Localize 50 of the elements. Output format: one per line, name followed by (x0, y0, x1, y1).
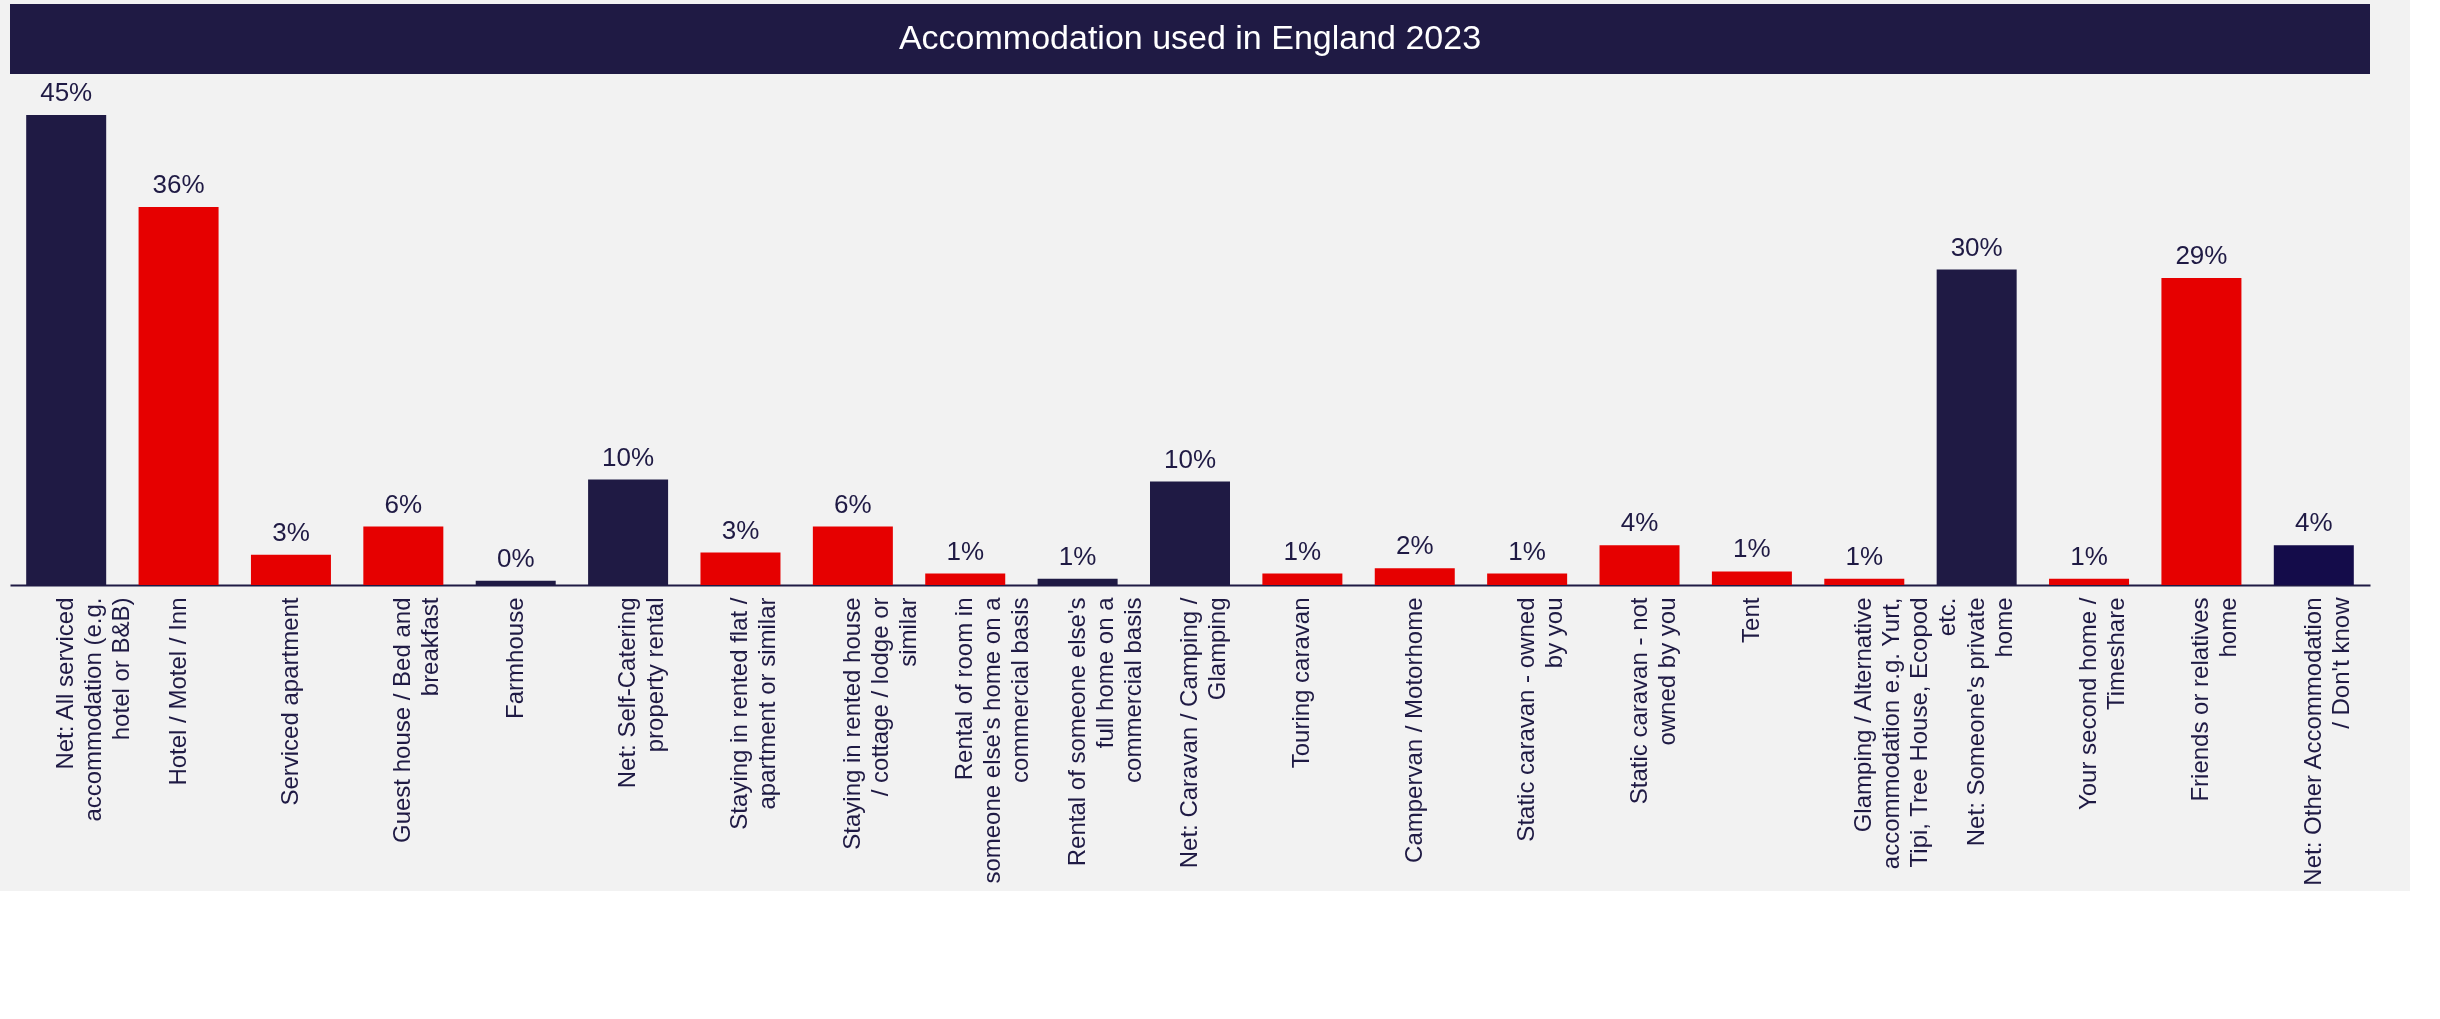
data-label: 2% (1395, 530, 1434, 561)
data-label: 1% (2070, 540, 2108, 571)
data-label: 36% (152, 168, 205, 199)
bar (2049, 578, 2130, 585)
x-tick-label: Friends or relatives home (2186, 597, 2242, 802)
data-label: 6% (834, 488, 872, 519)
bar (250, 554, 331, 585)
x-tick-label: Hotel / Motel / Inn (163, 597, 191, 786)
data-label: 29% (2175, 239, 2228, 270)
bar (1262, 573, 1343, 585)
x-tick-label: Serviced apartment (275, 597, 303, 806)
x-tick-label: Touring caravan (1287, 597, 1315, 769)
bar (812, 526, 893, 585)
data-label: 1% (946, 535, 985, 566)
data-label: 4% (2295, 507, 2333, 538)
data-label: 0% (496, 542, 535, 573)
bar (700, 552, 781, 585)
bar (138, 206, 219, 585)
x-tick-label: Tent (1736, 597, 1764, 643)
x-tick-label: Guest house / Bed and breakfast (388, 597, 444, 844)
data-label: 1% (1508, 535, 1546, 566)
bar (2161, 277, 2242, 585)
x-tick-label: Static caravan - owned by you (1512, 597, 1568, 842)
data-label: 1% (1733, 533, 1771, 564)
bar (925, 573, 1006, 585)
x-tick-label: Glamping / Alternative accommodation e.g. Yurt, Tipi, Tree House, Ecopod etc. (1849, 597, 1961, 870)
data-label: 4% (1620, 507, 1659, 538)
chart-title: Accommodation used in England 2023 (898, 18, 1482, 56)
bar (1487, 573, 1568, 585)
x-tick-label: Campervan / Motorhome (1399, 597, 1427, 863)
data-label: 10% (602, 441, 655, 472)
bar (363, 526, 444, 585)
bar (1599, 545, 1680, 585)
bar (2273, 545, 2354, 585)
x-tick-label: Farmhouse (500, 597, 528, 719)
data-label: 1% (1845, 540, 1884, 571)
data-label: 3% (272, 516, 310, 547)
data-label: 1% (1283, 535, 1322, 566)
data-label: 1% (1058, 540, 1097, 571)
data-label: 3% (721, 514, 760, 545)
data-label: 45% (40, 77, 93, 107)
x-tick-label: Staying in rented house / cottage / lodge or similar (837, 597, 921, 850)
x-tick-label: Net: All serviced accommodation (e.g. hotel or B&B) (51, 597, 135, 822)
bar (1711, 571, 1792, 585)
x-tick-label: Net: Self-Catering property rental (613, 597, 669, 789)
data-label: 30% (1950, 231, 2003, 262)
bar (1374, 568, 1455, 585)
data-label: 10% (1163, 443, 1217, 474)
bar (1824, 578, 1905, 585)
data-label: 6% (384, 488, 423, 519)
